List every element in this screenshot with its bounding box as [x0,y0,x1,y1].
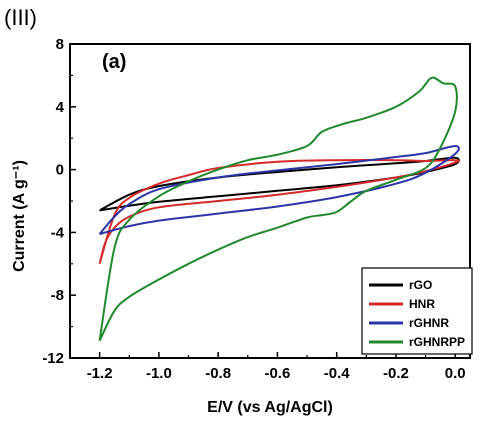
y-tick-label: 4 [56,99,65,116]
legend-box [361,267,473,355]
x-axis-title: E/V (vs Ag/AgCl) [207,399,333,416]
x-tick-label: -0.6 [264,365,290,382]
series-line-rghnrpp [98,76,458,342]
y-tick-label: -4 [51,224,65,241]
series-line-rghnr [98,144,460,235]
plot-frame [69,43,471,359]
panel-label: (a) [102,51,126,73]
legend-label-rghnr: rGHNR [409,316,449,330]
curves-layer [98,76,460,342]
x-tick-label: 0.0 [445,365,466,382]
panel-tag: (III) [4,5,37,30]
x-tick-label: -0.2 [383,365,409,382]
legend-label-rgo: rGO [409,278,432,292]
x-tick-label: -1.0 [146,365,172,382]
x-tick-label: -0.8 [205,365,231,382]
x-tick-label: -1.2 [87,365,113,382]
y-tick-label: 8 [56,36,64,53]
y-axis-title: Current (A g⁻¹) [11,160,28,272]
x-tick-label: -0.4 [324,365,351,382]
legend-label-rghnrpp: rGHNRPP [409,335,465,349]
series-line-rgo [99,156,460,212]
y-tick-label: 0 [56,162,64,179]
y-tick-label: -8 [51,287,64,304]
legend: rGO HNR rGHNR rGHNRPP [361,267,473,355]
series-line-hnr [98,159,460,265]
legend-label-hnr: HNR [409,297,435,311]
y-tick-label: -12 [42,350,64,367]
